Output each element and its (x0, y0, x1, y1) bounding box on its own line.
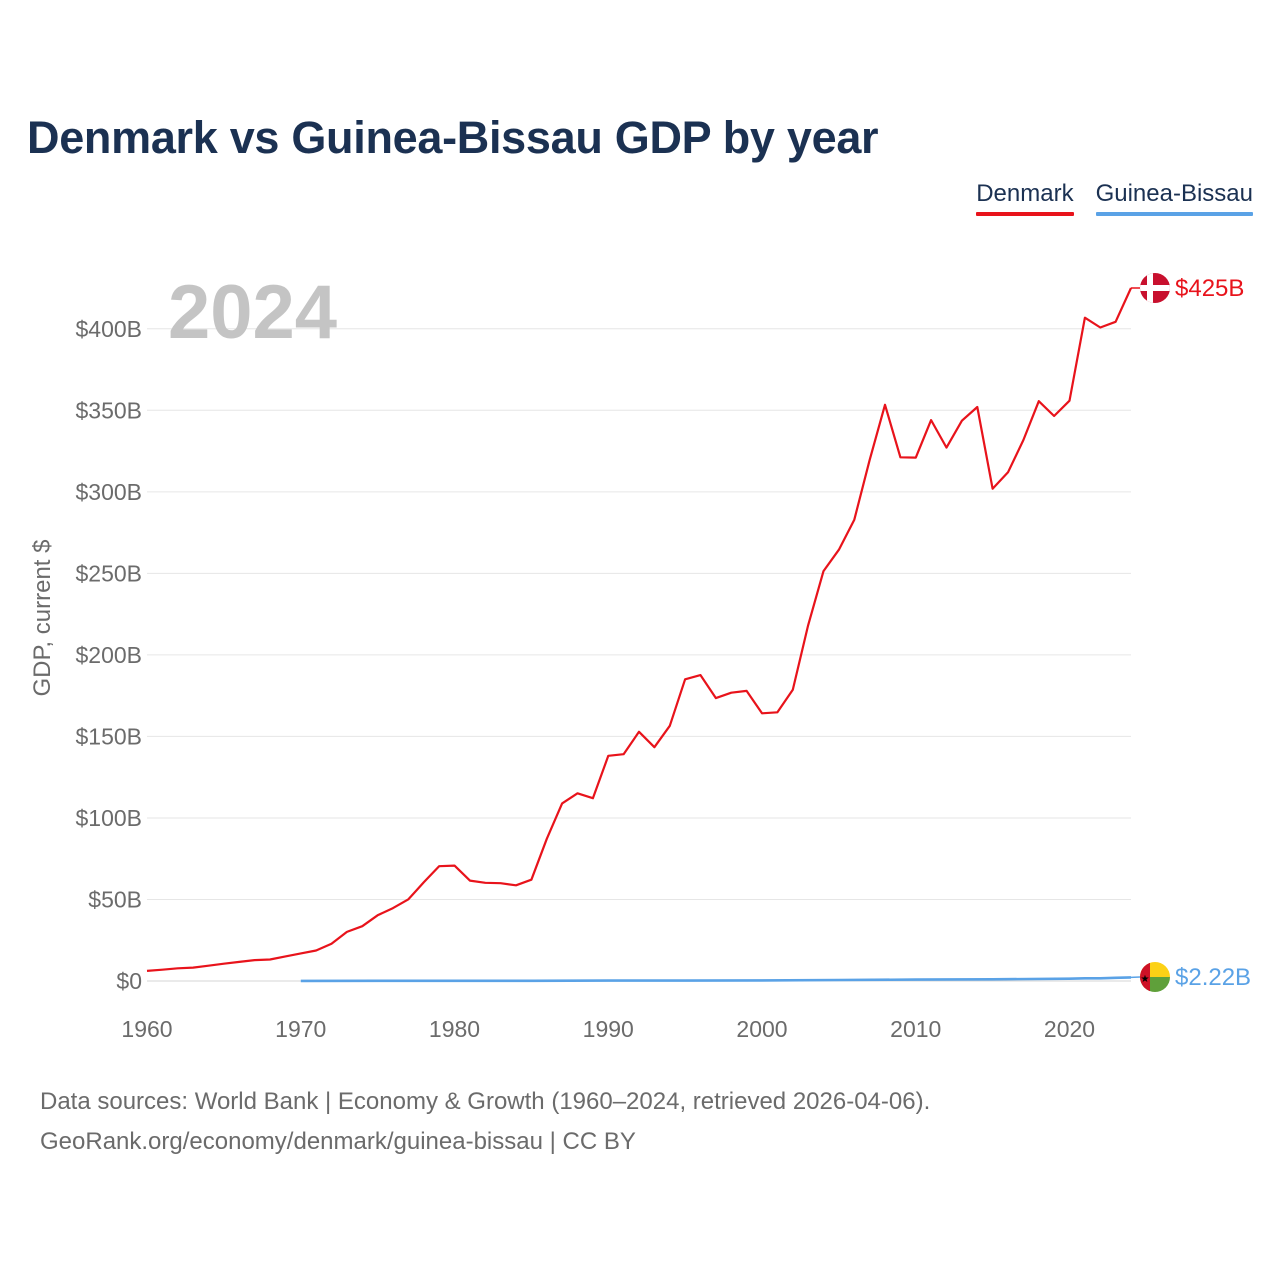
legend-item-guinea-bissau[interactable]: Guinea-Bissau (1095, 180, 1253, 216)
legend: Denmark Guinea-Bissau (976, 180, 1253, 216)
y-tick-label: $150B (75, 723, 142, 749)
x-axis-ticks: 1960 1970 1980 1990 2000 2010 2020 (121, 1016, 1095, 1042)
y-tick-label: $0 (116, 968, 142, 994)
grid-lines (147, 328, 1131, 982)
x-tick-label: 1990 (583, 1016, 634, 1042)
y-axis-label: GDP, current $ (29, 540, 56, 697)
y-axis-ticks: $0 $50B $100B $150B $200B $250B $300B $350B $400… (75, 316, 142, 994)
x-tick-label: 2000 (736, 1016, 787, 1042)
legend-item-denmark[interactable]: Denmark (976, 180, 1074, 216)
legend-label-guinea-bissau: Guinea-Bissau (1095, 180, 1253, 207)
x-tick-label: 1970 (275, 1016, 326, 1042)
series-group: $425B $2.22B (146, 275, 1251, 991)
footer-sources: Data sources: World Bank | Economy & Gro… (40, 1088, 931, 1115)
chart-title: Denmark vs Guinea-Bissau GDP by year (27, 112, 879, 163)
footer-attribution[interactable]: GeoRank.org/economy/denmark/guinea-bissa… (40, 1128, 636, 1155)
legend-label-denmark: Denmark (976, 180, 1074, 207)
denmark-flag-icon (1140, 273, 1170, 303)
x-tick-label: 2020 (1044, 1016, 1095, 1042)
legend-swatch-guinea-bissau (1095, 212, 1253, 216)
y-tick-label: $400B (75, 316, 142, 342)
svg-text:★: ★ (1141, 974, 1150, 985)
series-line-denmark (146, 287, 1133, 972)
y-tick-label: $100B (75, 805, 142, 831)
y-tick-label: $350B (75, 397, 142, 423)
x-tick-label: 1980 (429, 1016, 480, 1042)
y-tick-label: $50B (88, 886, 142, 912)
year-overlay: 2024 (168, 270, 337, 355)
series-line-guinea-bissau (300, 976, 1132, 983)
guinea-bissau-flag-icon: ★ (1140, 962, 1170, 992)
legend-swatch-denmark (976, 212, 1074, 216)
y-tick-label: $300B (75, 479, 142, 505)
y-tick-label: $250B (75, 560, 142, 586)
y-tick-label: $200B (75, 642, 142, 668)
end-value-label-guinea-bissau: $2.22B (1175, 964, 1251, 991)
end-value-label-denmark: $425B (1175, 275, 1244, 302)
footer: Data sources: World Bank | Economy & Gro… (40, 1082, 930, 1162)
x-tick-label: 1960 (121, 1016, 172, 1042)
x-tick-label: 2010 (890, 1016, 941, 1042)
